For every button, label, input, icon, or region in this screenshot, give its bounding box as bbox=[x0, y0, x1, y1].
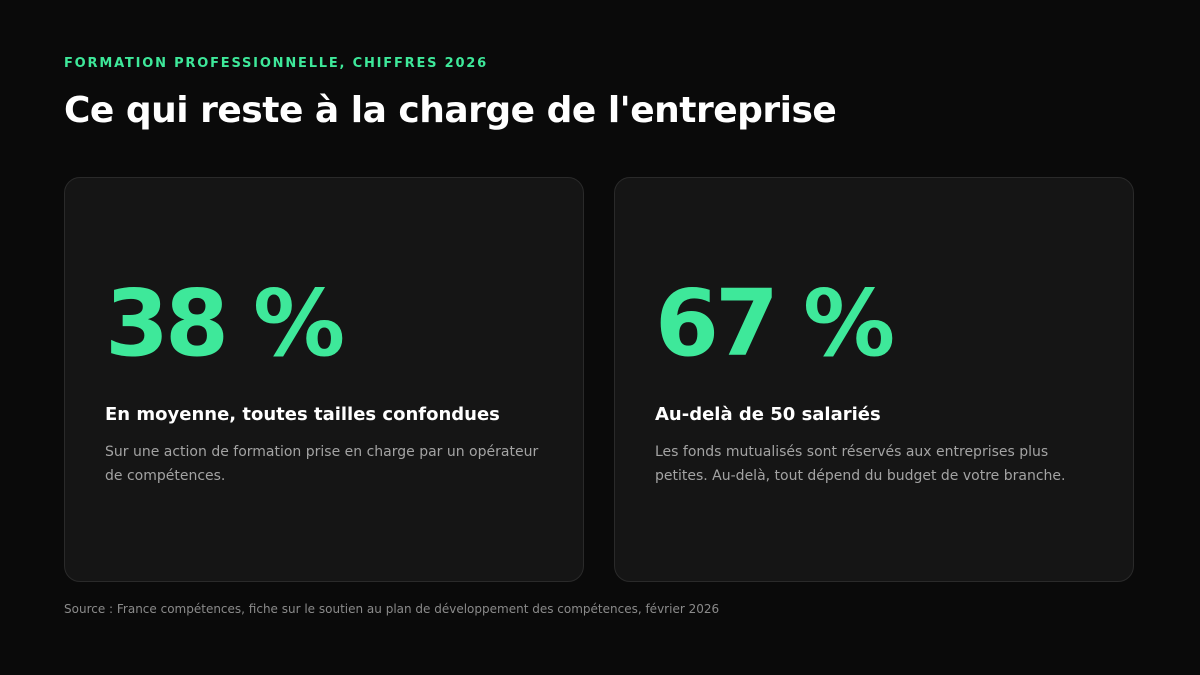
stat-value: 38 % bbox=[105, 270, 345, 377]
stat-card-over-50: 67 % Au-delà de 50 salariés Les fonds mu… bbox=[614, 177, 1134, 582]
stat-heading: Au-delà de 50 salariés bbox=[655, 404, 881, 425]
source-note: Source : France compétences, fiche sur l… bbox=[64, 602, 720, 616]
stat-description: Sur une action de formation prise en cha… bbox=[105, 444, 539, 484]
stat-card-average: 38 % En moyenne, toutes tailles confondu… bbox=[64, 177, 584, 582]
stat-value: 67 % bbox=[655, 270, 895, 377]
stat-heading: En moyenne, toutes tailles confondues bbox=[105, 404, 500, 425]
page-title: Ce qui reste à la charge de l'entreprise bbox=[64, 90, 837, 131]
eyebrow-label: FORMATION PROFESSIONNELLE, CHIFFRES 2026 bbox=[64, 56, 489, 71]
stat-description: Les fonds mutualisés sont réservés aux e… bbox=[655, 444, 1066, 484]
